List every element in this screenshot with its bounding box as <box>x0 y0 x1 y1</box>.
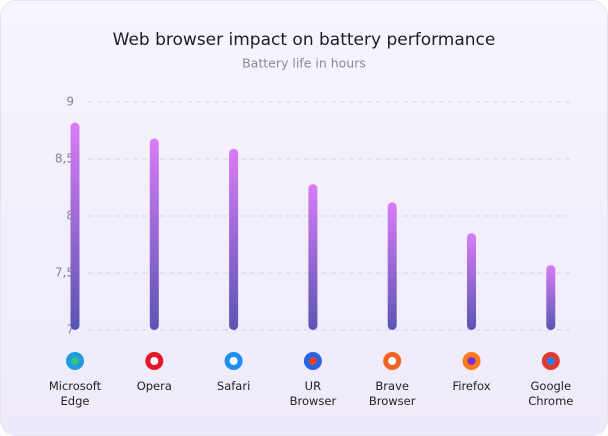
bar <box>149 138 159 330</box>
x-tick-label: Firefox <box>452 379 491 393</box>
bar <box>546 265 556 330</box>
bar <box>308 184 318 330</box>
browser-icon-inner <box>150 357 159 365</box>
browser-icon-inner <box>546 357 555 365</box>
x-tick-label: Microsoft Edge <box>48 379 102 408</box>
browser-icon-inner <box>71 357 79 365</box>
browser-icon-inner <box>388 357 397 365</box>
y-tick-label: 7,5 <box>55 266 74 280</box>
y-tick-label: 7 <box>66 323 74 337</box>
x-tick-label: Opera <box>136 379 172 393</box>
x-tick-label: UR Browser <box>289 379 337 408</box>
x-tick-label: Brave Browser <box>368 379 416 408</box>
browser-icon-inner <box>308 357 317 365</box>
browser-icon-inner <box>467 357 476 365</box>
chart-subtitle: Battery life in hours <box>242 56 366 71</box>
x-tick-label: Safari <box>216 379 251 393</box>
chart-title: Web browser impact on battery performanc… <box>113 30 496 50</box>
y-tick-label: 8,5 <box>55 152 74 166</box>
bar <box>229 148 239 330</box>
browser-icon-inner <box>229 357 238 365</box>
x-tick-label: Google Chrome <box>528 379 574 408</box>
bar <box>387 202 397 330</box>
bar <box>70 122 80 331</box>
y-tick-label: 8 <box>66 209 74 223</box>
y-tick-label: 9 <box>66 95 74 109</box>
bar <box>467 233 476 330</box>
